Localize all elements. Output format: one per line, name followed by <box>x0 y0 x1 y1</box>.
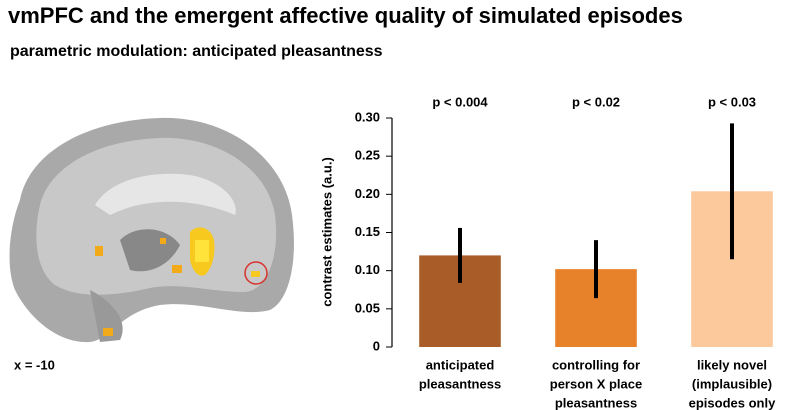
y-tick-label: 0.20 <box>355 186 380 201</box>
x-tick-label: episodes only <box>689 395 776 410</box>
y-tick-label: 0.15 <box>355 224 380 239</box>
x-tick-label: controlling for <box>552 357 640 372</box>
x-tick-label: (implausible) <box>692 376 772 391</box>
brain-image <box>0 105 300 345</box>
y-tick-label: 0.25 <box>355 148 380 163</box>
x-tick-label: likely novel <box>697 357 767 372</box>
y-tick-label: 0.30 <box>355 109 380 124</box>
x-tick-label: pleasantness <box>419 376 501 391</box>
y-tick-label: 0.05 <box>355 300 380 315</box>
x-tick-label: anticipated <box>426 357 495 372</box>
p-value-label: p < 0.004 <box>432 94 488 109</box>
x-tick-label: pleasantness <box>555 395 637 410</box>
image-caption: x = -10 <box>14 357 55 372</box>
title: vmPFC and the emergent affective quality… <box>8 3 683 28</box>
p-value-label: p < 0.02 <box>572 94 620 109</box>
p-value-label: p < 0.03 <box>708 94 756 109</box>
y-axis-label: contrast estimates (a.u.) <box>319 157 334 307</box>
x-tick-label: person X place <box>550 376 642 391</box>
subtitle: parametric modulation: anticipated pleas… <box>10 43 383 60</box>
y-tick-label: 0.10 <box>355 262 380 277</box>
y-tick-label: 0 <box>373 338 380 353</box>
